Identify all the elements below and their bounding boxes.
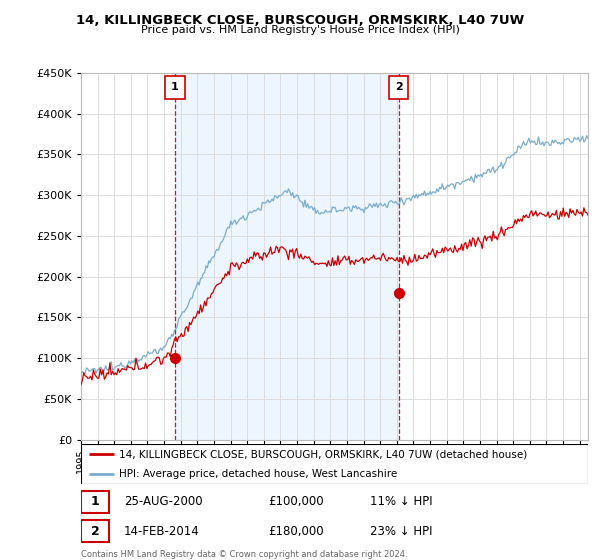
Bar	[175, 73, 399, 440]
Text: £180,000: £180,000	[269, 525, 324, 538]
Text: Contains HM Land Registry data © Crown copyright and database right 2024.
This d: Contains HM Land Registry data © Crown c…	[81, 550, 407, 560]
Text: 23% ↓ HPI: 23% ↓ HPI	[370, 525, 433, 538]
FancyBboxPatch shape	[81, 444, 588, 484]
Text: 11% ↓ HPI: 11% ↓ HPI	[370, 496, 433, 508]
Text: 14, KILLINGBECK CLOSE, BURSCOUGH, ORMSKIRK, L40 7UW: 14, KILLINGBECK CLOSE, BURSCOUGH, ORMSKI…	[76, 14, 524, 27]
Text: 1: 1	[91, 496, 100, 508]
Text: 25-AUG-2000: 25-AUG-2000	[124, 496, 203, 508]
Text: 14-FEB-2014: 14-FEB-2014	[124, 525, 200, 538]
FancyBboxPatch shape	[81, 491, 109, 513]
Text: HPI: Average price, detached house, West Lancashire: HPI: Average price, detached house, West…	[119, 469, 397, 479]
FancyBboxPatch shape	[81, 520, 109, 543]
Text: 1: 1	[171, 82, 179, 92]
Text: 14, KILLINGBECK CLOSE, BURSCOUGH, ORMSKIRK, L40 7UW (detached house): 14, KILLINGBECK CLOSE, BURSCOUGH, ORMSKI…	[119, 449, 527, 459]
Text: 2: 2	[395, 82, 403, 92]
Text: £100,000: £100,000	[269, 496, 324, 508]
Text: 2: 2	[91, 525, 100, 538]
Text: Price paid vs. HM Land Registry's House Price Index (HPI): Price paid vs. HM Land Registry's House …	[140, 25, 460, 35]
